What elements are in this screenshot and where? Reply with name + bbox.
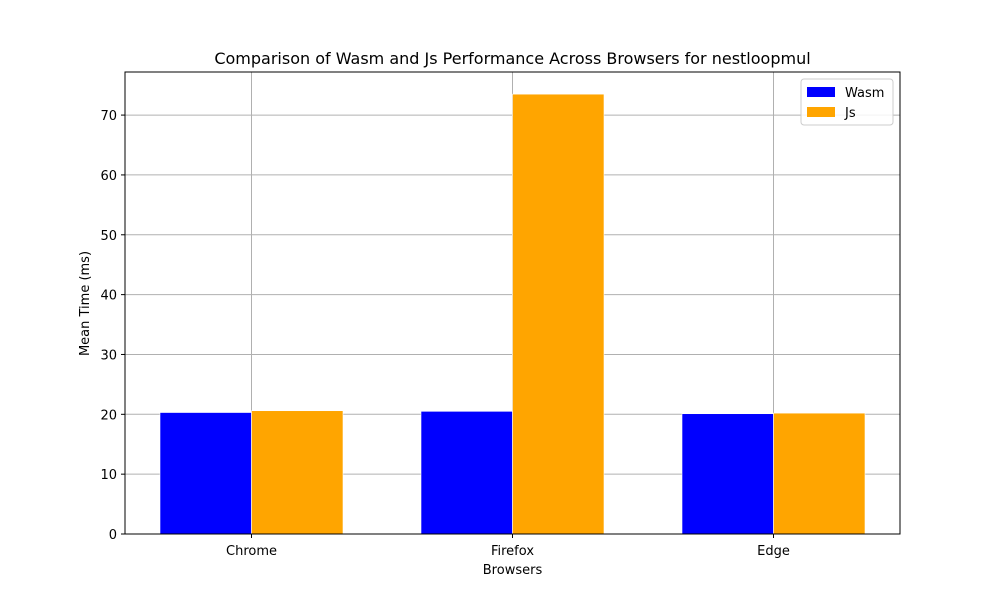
- legend: Wasm Js: [800, 78, 894, 126]
- bar-js-firefox: [512, 93, 605, 535]
- y-tick-label: 20: [100, 408, 117, 423]
- y-tick-label: 0: [109, 528, 117, 543]
- bar-wasm-chrome: [159, 412, 252, 535]
- y-tick-label: 40: [100, 289, 117, 304]
- x-axis-label: Browsers: [483, 563, 543, 578]
- y-tick-label: 70: [100, 109, 117, 124]
- chart-title: Comparison of Wasm and Js Performance Ac…: [214, 49, 810, 68]
- y-tick-label: 30: [100, 348, 117, 363]
- bar-wasm-firefox: [420, 411, 513, 535]
- y-tick-label: 50: [100, 229, 117, 244]
- bar-wasm-edge: [681, 413, 774, 535]
- y-tick-label: 60: [100, 169, 117, 184]
- y-axis-label: Mean Time (ms): [78, 251, 93, 356]
- x-tick-label: Chrome: [226, 544, 277, 559]
- x-tick-label: Edge: [757, 544, 790, 559]
- legend-swatch-wasm: [807, 87, 835, 97]
- y-tick-label: 10: [100, 468, 117, 483]
- bars: [159, 93, 866, 535]
- legend-label-js: Js: [844, 106, 856, 121]
- legend-swatch-js: [807, 107, 835, 117]
- legend-label-wasm: Wasm: [845, 86, 884, 101]
- bar-js-chrome: [251, 410, 344, 535]
- axis-ticks: 0 10 20 30 40 50 60 70 Chrome Firefox Edge: [100, 109, 789, 559]
- x-tick-label: Firefox: [491, 544, 534, 559]
- bar-js-edge: [773, 412, 866, 535]
